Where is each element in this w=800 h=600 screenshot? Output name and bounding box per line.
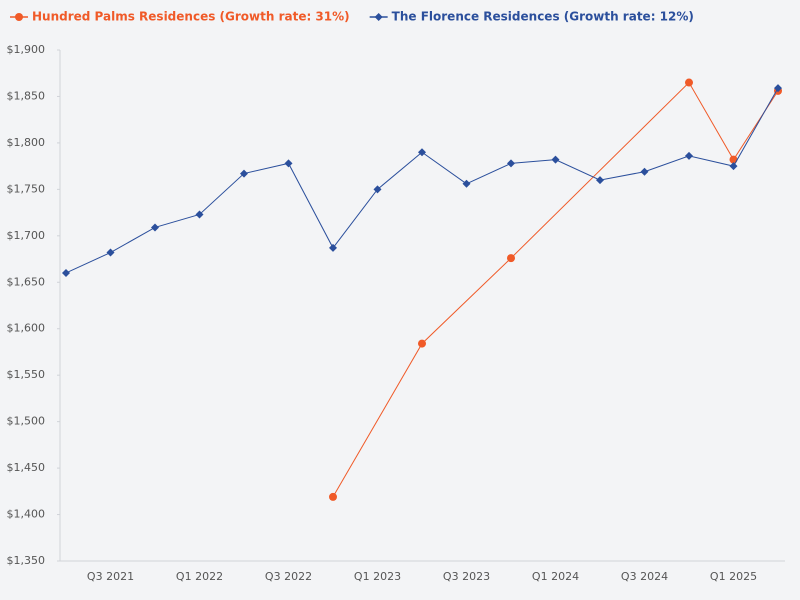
y-tick-label: $1,800: [7, 136, 46, 149]
point: [507, 254, 515, 263]
point: [374, 13, 383, 21]
point: [685, 78, 693, 87]
y-tick-label: $1,900: [7, 43, 46, 56]
x-tick-label: Q1 2022: [176, 570, 223, 583]
y-tick-label: $1,650: [7, 275, 46, 288]
point: [373, 185, 382, 194]
point: [685, 151, 693, 160]
x-tick-label: Q1 2023: [354, 570, 401, 583]
point: [774, 84, 782, 93]
point: [329, 243, 337, 252]
x-tick-label: Q1 2024: [532, 570, 579, 583]
point: [462, 179, 471, 188]
point: [551, 155, 560, 164]
point: [329, 492, 337, 501]
y-tick-label: $1,600: [7, 322, 46, 335]
point: [507, 159, 515, 168]
point: [106, 248, 115, 257]
legend-label: Hundred Palms Residences (Growth rate: 3…: [32, 10, 350, 24]
point: [640, 167, 649, 176]
point: [596, 176, 604, 185]
y-tick-label: $1,850: [7, 89, 46, 102]
legend-label: The Florence Residences (Growth rate: 12…: [392, 10, 694, 24]
x-tick-label: Q3 2024: [621, 570, 668, 583]
y-tick-label: $1,450: [7, 461, 46, 474]
x-tick-label: Q3 2023: [443, 570, 490, 583]
point: [284, 159, 293, 168]
y-tick-label: $1,400: [7, 508, 46, 521]
x-tick-label: Q3 2022: [265, 570, 312, 583]
y-tick-label: $1,500: [7, 415, 46, 428]
point: [729, 162, 738, 171]
y-tick-label: $1,550: [7, 368, 46, 381]
point: [15, 13, 23, 21]
x-tick-label: Q3 2021: [87, 570, 134, 583]
y-tick-label: $1,350: [7, 554, 46, 567]
y-tick-label: $1,700: [7, 229, 46, 242]
point: [62, 268, 70, 277]
point: [418, 148, 426, 157]
point: [151, 223, 159, 232]
x-tick-label: Q1 2025: [710, 570, 757, 583]
point: [195, 210, 204, 219]
y-tick-label: $1,750: [7, 182, 46, 195]
point: [418, 339, 426, 348]
series-line: [332, 81, 779, 498]
point: [240, 169, 248, 178]
